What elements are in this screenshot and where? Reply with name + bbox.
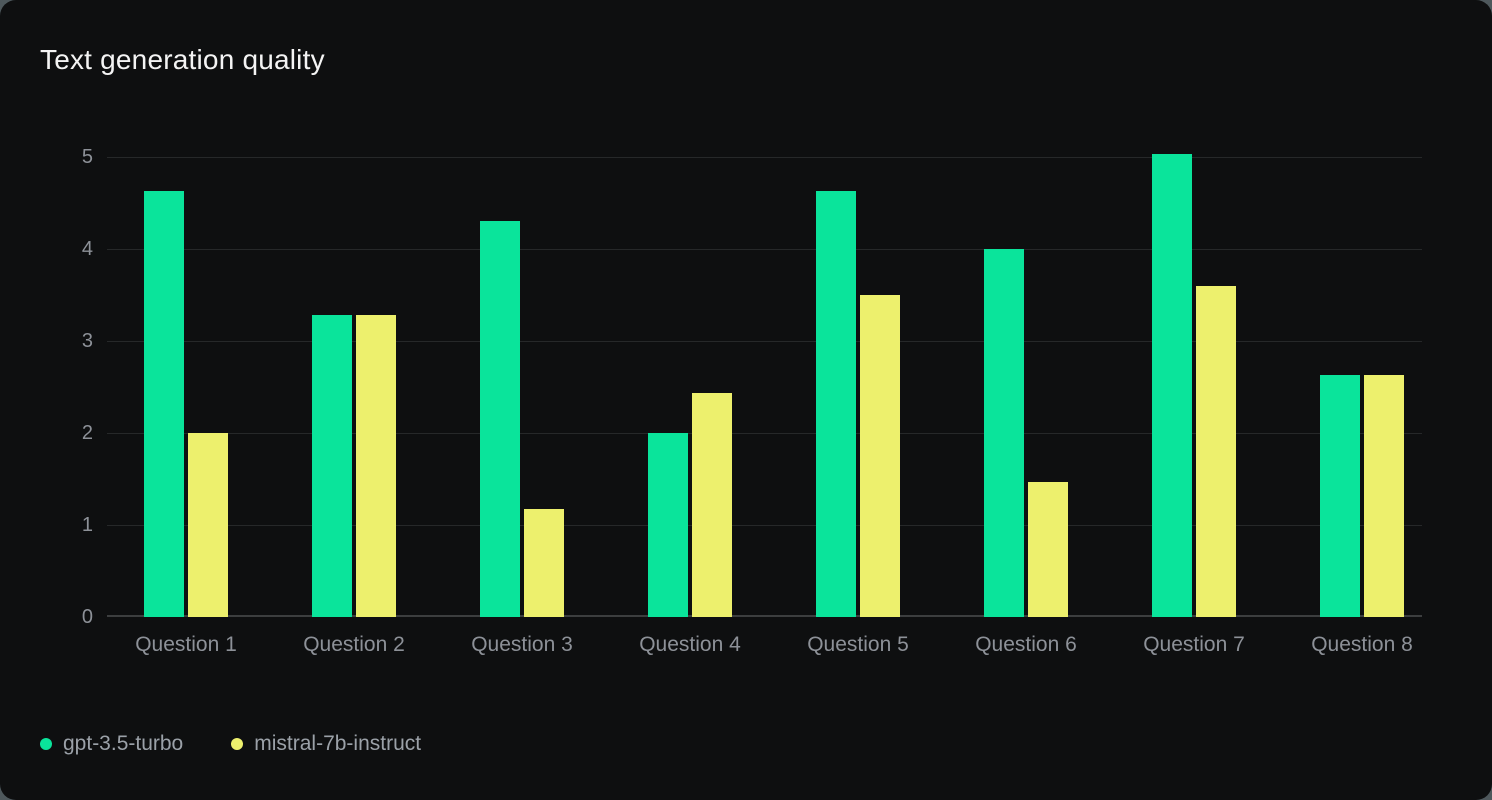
y-axis-tick-label: 1: [81, 514, 93, 536]
bar-gpt-3.5-turbo-q1[interactable]: [144, 191, 184, 617]
bar-gpt-3.5-turbo-q2[interactable]: [312, 315, 352, 617]
bar-gpt-3.5-turbo-q6[interactable]: [984, 249, 1024, 617]
x-axis-category-label: Question 6: [975, 633, 1077, 656]
y-axis-tick-label: 4: [81, 238, 93, 260]
bar-mistral-7b-instruct-q1[interactable]: [188, 433, 228, 617]
legend-label: gpt-3.5-turbo: [63, 732, 184, 755]
bar-gpt-3.5-turbo-q8[interactable]: [1320, 375, 1360, 617]
gridline: [107, 341, 1422, 342]
bar-mistral-7b-instruct-q5[interactable]: [860, 295, 900, 617]
x-axis-category-label: Question 3: [471, 633, 573, 656]
legend: gpt-3.5-turbo mistral-7b-instruct: [40, 732, 421, 756]
gridline: [107, 249, 1422, 250]
bar-gpt-3.5-turbo-q4[interactable]: [648, 433, 688, 617]
bar-mistral-7b-instruct-q6[interactable]: [1028, 481, 1068, 617]
bar-mistral-7b-instruct-q4[interactable]: [692, 393, 732, 617]
x-axis-line: [107, 615, 1422, 617]
y-axis-tick-label: 2: [81, 422, 93, 444]
chart-title: Text generation quality: [40, 44, 325, 75]
gridline: [107, 525, 1422, 526]
x-axis-category-label: Question 5: [807, 633, 909, 656]
y-axis-tick-label: 5: [81, 146, 93, 168]
bar-gpt-3.5-turbo-q5[interactable]: [816, 191, 856, 617]
legend-item-mistral-7b-instruct[interactable]: mistral-7b-instruct: [231, 732, 421, 756]
legend-dot-icon: [231, 738, 244, 750]
bar-mistral-7b-instruct-q7[interactable]: [1196, 285, 1236, 617]
x-axis-category-label: Question 2: [303, 633, 405, 656]
x-axis-category-label: Question 1: [135, 633, 237, 656]
legend-item-gpt-3.5-turbo[interactable]: gpt-3.5-turbo: [40, 732, 183, 756]
bar-mistral-7b-instruct-q2[interactable]: [356, 315, 396, 617]
legend-dot-icon: [40, 738, 52, 750]
legend-label: mistral-7b-instruct: [254, 732, 422, 755]
x-axis-category-label: Question 7: [1143, 633, 1245, 656]
y-axis-tick-label: 3: [81, 330, 93, 352]
bar-gpt-3.5-turbo-q3[interactable]: [480, 220, 520, 617]
bar-mistral-7b-instruct-q3[interactable]: [524, 509, 564, 617]
x-axis-category-label: Question 8: [1311, 633, 1413, 656]
gridline: [107, 157, 1422, 158]
bar-gpt-3.5-turbo-q7[interactable]: [1152, 154, 1192, 617]
plot-area: 0 1 2 3 4 5 Question 1 Question 2 Question 3 Ques…: [82, 147, 1422, 656]
bar-mistral-7b-instruct-q8[interactable]: [1364, 375, 1404, 617]
y-axis-tick-label: 0: [81, 606, 93, 628]
x-axis-category-label: Question 4: [639, 633, 741, 656]
gridline: [107, 433, 1422, 434]
